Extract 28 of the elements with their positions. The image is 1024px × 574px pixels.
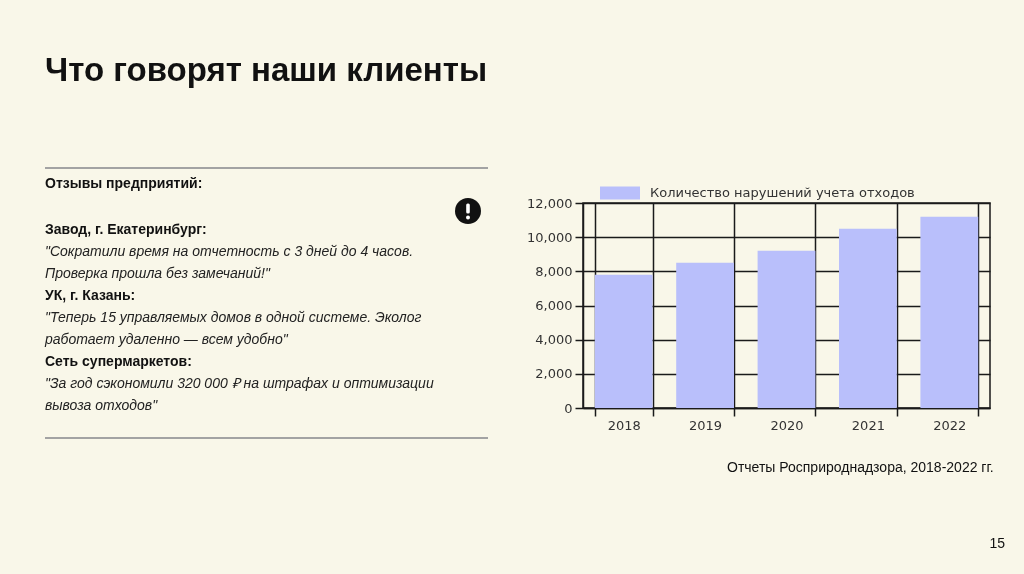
y-tick-label: 6,000 xyxy=(535,298,573,313)
x-tick-label: 2019 xyxy=(689,417,723,433)
bar xyxy=(676,262,734,408)
text: Завод, г. Екатеринбург: xyxy=(45,220,208,239)
x-tick-label: 2021 xyxy=(851,417,885,433)
y-tick-label: 8,000 xyxy=(535,263,573,279)
bar xyxy=(594,274,653,408)
x-tick-label: 2022 xyxy=(933,417,967,433)
legend-label: Количество нарушений учета отходов xyxy=(650,185,915,200)
y-tick-label: 4,000 xyxy=(535,332,573,348)
x-tick-label: 2020 xyxy=(770,417,804,433)
text: Сеть супермаркетов: xyxy=(45,352,193,371)
text: УК, г. Казань: xyxy=(45,286,137,305)
text: Отчеты Росприроднадзора, 2018-2022 гг. xyxy=(727,459,994,475)
bar xyxy=(757,250,816,408)
text: Отзывы предприятий: xyxy=(45,174,204,193)
y-tick-label: 2,000 xyxy=(535,366,573,382)
y-tick-label: 10,000 xyxy=(527,229,573,245)
text: Что говорят наши клиенты xyxy=(45,51,488,89)
text: "Сократили время на отчетность с 3 дней до 4 часов. Проверка прошла без замечаний!" xyxy=(45,242,415,283)
bar xyxy=(920,216,979,408)
text: 15 xyxy=(989,535,1005,551)
y-tick-label: 12,000 xyxy=(527,195,573,211)
x-tick-label: 2018 xyxy=(607,417,641,433)
text: "За год сэкономили 320 000 ₽ на штрафах и оптимизации вывоза отходов" xyxy=(45,374,435,415)
y-tick-label: 0 xyxy=(564,400,573,416)
text: "Теперь 15 управляемых домов в одной системе. Эколог работает удаленно — всем удобно" xyxy=(45,308,423,349)
bar xyxy=(839,228,897,408)
